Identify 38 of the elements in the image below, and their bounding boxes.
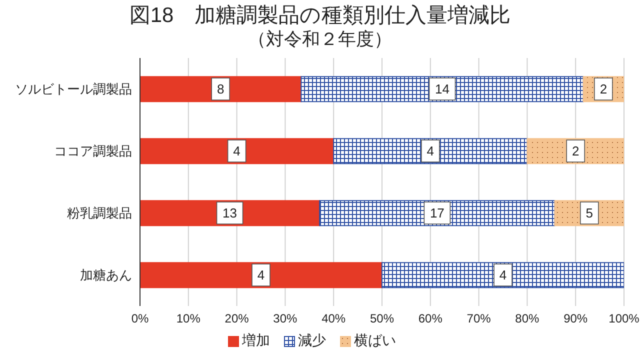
x-tick-label: 90% xyxy=(564,312,588,326)
x-tick-label: 100% xyxy=(608,312,640,326)
annotation: 2 xyxy=(572,144,580,158)
x-tick-label: 70% xyxy=(466,312,492,326)
annotation: 4 xyxy=(426,144,434,158)
chart-subtitle: （対令和２年度） xyxy=(247,28,393,50)
x-tick-label: 40% xyxy=(322,312,346,326)
bar xyxy=(140,138,334,164)
x-tick-label: 30% xyxy=(273,312,298,326)
bar xyxy=(333,138,528,164)
annotation: 13 xyxy=(222,206,238,220)
bar xyxy=(140,76,302,102)
y-tick-label: ソルビトール調製品 xyxy=(15,82,132,97)
chart-title: 図18 加糖調製品の種類別仕入量増減比 xyxy=(128,3,512,28)
x-tick-label: 0% xyxy=(131,312,149,326)
x-tick-label: 10% xyxy=(176,312,201,326)
annotation: 4 xyxy=(499,268,507,282)
annotation: 14 xyxy=(435,82,450,96)
y-tick-label: 加糖あん xyxy=(80,268,132,283)
bar xyxy=(300,76,584,102)
y-tick-label: 粉乳調製品 xyxy=(67,206,132,221)
annotation: 4 xyxy=(257,268,265,282)
annotation: 4 xyxy=(233,144,240,158)
bar xyxy=(382,262,624,288)
annotation: 2 xyxy=(600,82,608,96)
bar xyxy=(319,200,556,226)
legend-label: 増加 xyxy=(242,332,270,350)
annotation: 8 xyxy=(216,82,224,96)
legend-label: 横ばい xyxy=(354,332,396,350)
y-tick-label: ココア調製品 xyxy=(54,144,132,159)
x-tick-label: 80% xyxy=(515,312,540,326)
x-tick-label: 50% xyxy=(370,312,394,326)
x-tick-label: 60% xyxy=(418,312,443,326)
annotation: 17 xyxy=(430,206,444,220)
legend-label: 減少 xyxy=(298,332,326,350)
x-tick-label: 20% xyxy=(224,312,250,326)
bar xyxy=(140,262,382,288)
annotation: 5 xyxy=(586,206,594,220)
